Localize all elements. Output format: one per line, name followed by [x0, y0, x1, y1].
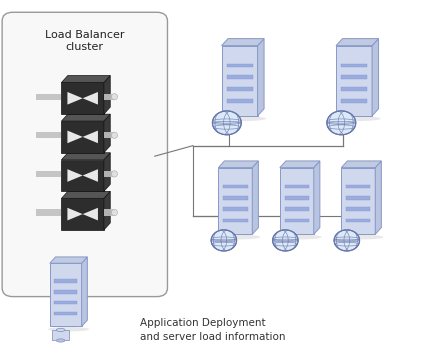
- Bar: [52, 330, 69, 340]
- Polygon shape: [61, 198, 104, 230]
- Bar: [285, 219, 309, 222]
- Polygon shape: [83, 169, 98, 182]
- Circle shape: [327, 111, 356, 135]
- Polygon shape: [221, 39, 264, 46]
- Ellipse shape: [56, 329, 65, 331]
- Polygon shape: [280, 168, 314, 234]
- Ellipse shape: [112, 171, 117, 177]
- Polygon shape: [50, 263, 81, 326]
- Text: Load Balancer
cluster: Load Balancer cluster: [45, 30, 125, 52]
- Polygon shape: [61, 153, 110, 160]
- Polygon shape: [252, 161, 258, 234]
- Bar: [104, 209, 114, 216]
- Polygon shape: [218, 168, 252, 234]
- Polygon shape: [372, 39, 379, 116]
- Polygon shape: [314, 161, 320, 234]
- Ellipse shape: [112, 209, 117, 216]
- Bar: [341, 75, 367, 79]
- Bar: [223, 185, 248, 188]
- Polygon shape: [104, 75, 110, 114]
- Bar: [346, 219, 371, 222]
- Polygon shape: [61, 75, 110, 82]
- Ellipse shape: [56, 339, 65, 342]
- Polygon shape: [83, 92, 98, 105]
- Polygon shape: [341, 161, 381, 168]
- Ellipse shape: [339, 235, 383, 239]
- Ellipse shape: [48, 327, 89, 331]
- Bar: [36, 209, 61, 216]
- Bar: [226, 75, 253, 79]
- Bar: [285, 207, 309, 211]
- Bar: [226, 64, 253, 67]
- Ellipse shape: [219, 116, 266, 121]
- Bar: [36, 93, 61, 100]
- Bar: [54, 312, 77, 315]
- Bar: [104, 171, 114, 177]
- Polygon shape: [61, 114, 110, 121]
- Polygon shape: [61, 160, 104, 191]
- Bar: [285, 196, 309, 200]
- Bar: [346, 196, 371, 200]
- Bar: [226, 87, 253, 91]
- Bar: [104, 93, 114, 100]
- Bar: [223, 207, 248, 211]
- Polygon shape: [50, 257, 87, 263]
- Polygon shape: [67, 131, 83, 143]
- Bar: [223, 219, 248, 222]
- Polygon shape: [375, 161, 381, 234]
- Ellipse shape: [216, 235, 260, 239]
- Polygon shape: [221, 46, 257, 116]
- Polygon shape: [104, 191, 110, 230]
- Bar: [223, 196, 248, 200]
- Polygon shape: [341, 168, 375, 234]
- Bar: [346, 207, 371, 211]
- Polygon shape: [67, 208, 83, 220]
- Bar: [285, 185, 309, 188]
- Bar: [54, 290, 77, 293]
- Bar: [36, 171, 61, 177]
- Bar: [341, 99, 367, 103]
- Bar: [341, 64, 367, 67]
- FancyBboxPatch shape: [2, 12, 167, 297]
- Polygon shape: [81, 257, 87, 326]
- Circle shape: [211, 230, 237, 251]
- Ellipse shape: [112, 93, 117, 100]
- Polygon shape: [280, 161, 320, 168]
- Ellipse shape: [334, 116, 381, 121]
- Bar: [54, 301, 77, 304]
- Polygon shape: [83, 208, 98, 220]
- Polygon shape: [104, 114, 110, 153]
- Polygon shape: [83, 131, 98, 143]
- Polygon shape: [218, 161, 258, 168]
- Circle shape: [334, 230, 360, 251]
- Polygon shape: [257, 39, 264, 116]
- Ellipse shape: [112, 132, 117, 138]
- Polygon shape: [336, 39, 379, 46]
- Bar: [104, 132, 114, 138]
- Polygon shape: [336, 46, 372, 116]
- Text: Application Deployment
and server load information: Application Deployment and server load i…: [140, 318, 285, 342]
- Polygon shape: [61, 121, 104, 153]
- Circle shape: [212, 111, 241, 135]
- Polygon shape: [67, 92, 83, 105]
- Polygon shape: [67, 169, 83, 182]
- Polygon shape: [61, 82, 104, 114]
- Polygon shape: [104, 153, 110, 191]
- Circle shape: [273, 230, 298, 251]
- Bar: [346, 185, 371, 188]
- Polygon shape: [61, 191, 110, 198]
- Bar: [341, 87, 367, 91]
- Bar: [54, 279, 77, 283]
- Bar: [36, 132, 61, 138]
- Bar: [226, 99, 253, 103]
- Ellipse shape: [278, 235, 322, 239]
